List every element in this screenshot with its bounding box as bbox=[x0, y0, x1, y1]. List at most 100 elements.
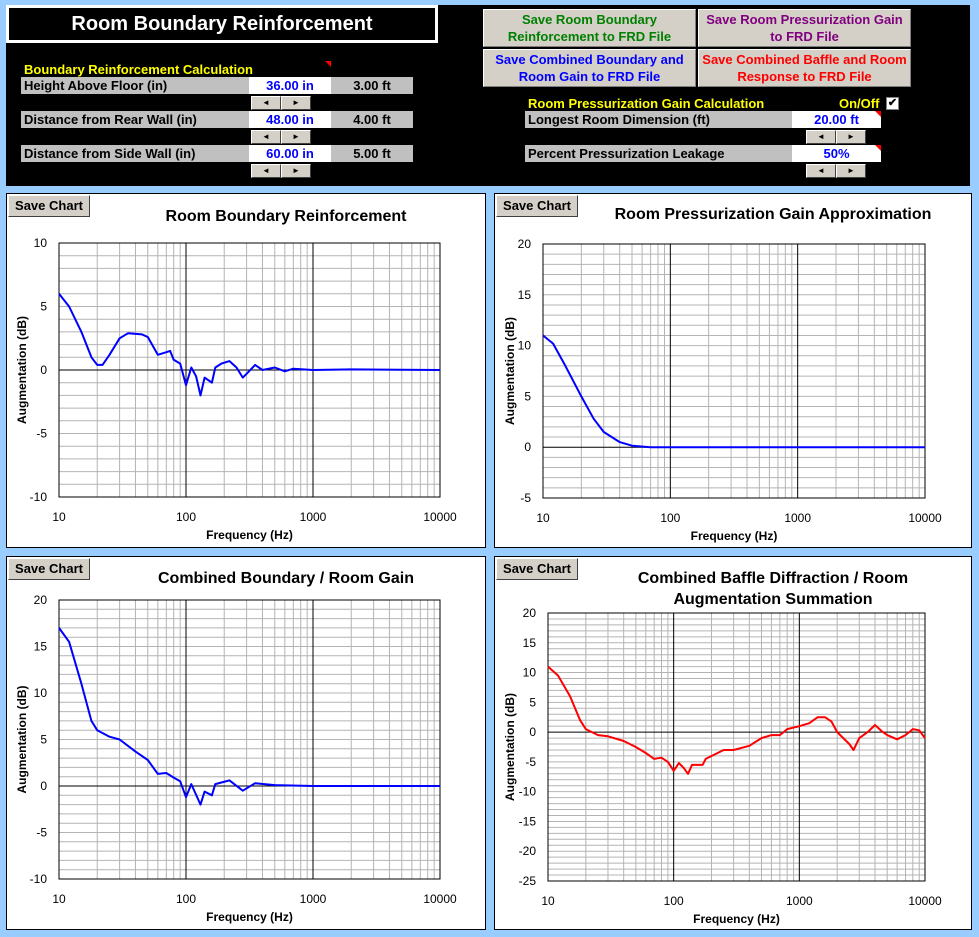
chart-plot: -10 -5 0 5 10 15 20 10 100 1000 10000 Frequency (Hz… bbox=[15, 593, 457, 924]
side-wall-label: Distance from Side Wall (in) bbox=[21, 145, 249, 162]
y-tick-label: 10 bbox=[34, 236, 48, 250]
y-tick-label: -5 bbox=[525, 755, 536, 769]
spin-right-icon[interactable]: ► bbox=[281, 130, 311, 144]
rear-wall-label: Distance from Rear Wall (in) bbox=[21, 111, 249, 128]
y-axis-label: Augmentation (dB) bbox=[503, 317, 517, 425]
y-tick-label: -20 bbox=[519, 844, 537, 858]
chart-title: Room Boundary Reinforcement bbox=[165, 208, 407, 225]
x-axis-label: Frequency (Hz) bbox=[693, 912, 780, 926]
y-axis-label: Augmentation (dB) bbox=[15, 686, 29, 794]
rear-wall-spinner[interactable]: ◄ ► bbox=[251, 130, 311, 144]
x-tick-label: 100 bbox=[176, 510, 196, 524]
x-tick-label: 10 bbox=[536, 511, 550, 525]
side-wall-input[interactable]: 60.00 in bbox=[249, 145, 331, 162]
spin-left-icon[interactable]: ◄ bbox=[251, 130, 281, 144]
x-axis-label: Frequency (Hz) bbox=[691, 529, 778, 543]
x-tick-label: 10000 bbox=[423, 892, 457, 906]
y-tick-label: 20 bbox=[518, 237, 532, 251]
save-boundary-frd-button[interactable]: Save Room Boundary Reinforcement to FRD … bbox=[483, 9, 696, 47]
y-tick-label: 20 bbox=[523, 606, 537, 620]
leakage-label: Percent Pressurization Leakage bbox=[525, 145, 792, 162]
save-baffle-room-frd-button[interactable]: Save Combined Baffle and Room Response t… bbox=[698, 49, 911, 87]
y-tick-label: 5 bbox=[40, 733, 47, 747]
y-tick-label: -5 bbox=[520, 491, 531, 505]
x-tick-label: 100 bbox=[176, 892, 196, 906]
y-tick-label: 15 bbox=[34, 640, 48, 654]
y-tick-label: 0 bbox=[524, 440, 531, 454]
rear-wall-feet: 4.00 ft bbox=[331, 111, 413, 128]
x-tick-label: 100 bbox=[664, 894, 684, 908]
x-tick-label: 100 bbox=[660, 511, 680, 525]
x-tick-label: 1000 bbox=[784, 511, 811, 525]
save-chart-button[interactable]: Save Chart bbox=[8, 195, 90, 217]
x-axis-label: Frequency (Hz) bbox=[206, 528, 293, 542]
spin-right-icon[interactable]: ► bbox=[281, 164, 311, 178]
leakage-input[interactable]: 50% bbox=[792, 145, 881, 162]
side-wall-spinner[interactable]: ◄ ► bbox=[251, 164, 311, 178]
comment-indicator bbox=[875, 111, 881, 117]
boundary-section-label: Boundary Reinforcement Calculation bbox=[24, 62, 253, 77]
leakage-spinner[interactable]: ◄ ► bbox=[806, 164, 866, 178]
chart-plot: -25 -20 -15 -10 -5 0 5 10 15 20 10 100 1000 10000 Freq… bbox=[503, 606, 942, 926]
y-tick-label: 0 bbox=[529, 725, 536, 739]
y-tick-label: -10 bbox=[519, 785, 537, 799]
y-tick-label: -25 bbox=[519, 874, 537, 888]
spin-right-icon[interactable]: ► bbox=[281, 96, 311, 110]
comment-indicator bbox=[325, 61, 331, 67]
room-dimension-spinner[interactable]: ◄ ► bbox=[806, 130, 866, 144]
y-tick-label: 5 bbox=[524, 389, 531, 403]
chart-title: Room Pressurization Gain Approximation bbox=[614, 206, 932, 223]
series-line bbox=[58, 293, 441, 397]
chart-title: Combined Baffle Diffraction / Room Augmen… bbox=[585, 568, 961, 610]
x-tick-label: 10000 bbox=[423, 510, 457, 524]
comment-indicator bbox=[875, 145, 881, 151]
onoff-checkbox[interactable]: ✔ bbox=[886, 97, 899, 110]
chart-plot: -10 -5 0 5 10 10 100 1000 10000 Frequency (Hz) Aug… bbox=[15, 236, 457, 542]
x-tick-label: 10000 bbox=[908, 894, 942, 908]
y-tick-label: 5 bbox=[40, 300, 47, 314]
y-axis-label: Augmentation (dB) bbox=[503, 693, 517, 801]
spin-right-icon[interactable]: ► bbox=[836, 164, 866, 178]
baffle-room-chart: Save Chart Combined Baffle Diffraction / … bbox=[494, 556, 972, 930]
y-tick-label: -15 bbox=[519, 814, 537, 828]
chart-title: Combined Boundary / Room Gain bbox=[157, 570, 414, 587]
save-chart-button[interactable]: Save Chart bbox=[496, 195, 578, 217]
height-input[interactable]: 36.00 in bbox=[249, 77, 331, 94]
y-tick-label: 10 bbox=[518, 339, 532, 353]
y-tick-label: 10 bbox=[34, 686, 48, 700]
rear-wall-input[interactable]: 48.00 in bbox=[249, 111, 331, 128]
chart-title-line: Augmentation Summation bbox=[673, 591, 873, 608]
height-label: Height Above Floor (in) bbox=[21, 77, 249, 94]
y-tick-label: 0 bbox=[40, 779, 47, 793]
series-line bbox=[547, 665, 926, 775]
boundary-chart: Save Chart Room Boundary Reinforcement -10… bbox=[6, 193, 486, 548]
save-combined-gain-frd-button[interactable]: Save Combined Boundary and Room Gain to … bbox=[483, 49, 696, 87]
series-line bbox=[58, 627, 440, 806]
y-tick-label: 5 bbox=[529, 695, 536, 709]
save-pressurization-frd-button[interactable]: Save Room Pressurization Gain to FRD Fil… bbox=[698, 9, 911, 47]
x-tick-label: 10 bbox=[52, 892, 66, 906]
save-chart-button[interactable]: Save Chart bbox=[8, 558, 90, 580]
spin-left-icon[interactable]: ◄ bbox=[251, 96, 281, 110]
y-axis-label: Augmentation (dB) bbox=[15, 316, 29, 424]
spin-left-icon[interactable]: ◄ bbox=[806, 130, 836, 144]
spin-left-icon[interactable]: ◄ bbox=[251, 164, 281, 178]
x-tick-label: 10000 bbox=[908, 511, 942, 525]
x-tick-label: 10 bbox=[541, 894, 555, 908]
plot-frame bbox=[542, 243, 926, 499]
y-tick-label: 15 bbox=[518, 288, 532, 302]
room-dimension-label: Longest Room Dimension (ft) bbox=[525, 111, 792, 128]
x-tick-label: 1000 bbox=[300, 510, 327, 524]
combined-gain-chart: Save Chart Combined Boundary / Room Gain -… bbox=[6, 556, 486, 930]
x-axis-label: Frequency (Hz) bbox=[206, 910, 293, 924]
y-tick-label: 20 bbox=[34, 593, 48, 607]
y-tick-label: 15 bbox=[523, 636, 537, 650]
room-dimension-input[interactable]: 20.00 ft bbox=[792, 111, 881, 128]
spin-right-icon[interactable]: ► bbox=[836, 130, 866, 144]
save-chart-button[interactable]: Save Chart bbox=[496, 558, 578, 580]
x-tick-label: 10 bbox=[52, 510, 66, 524]
spin-left-icon[interactable]: ◄ bbox=[806, 164, 836, 178]
plot-frame bbox=[547, 612, 926, 882]
pressurization-chart: Save Chart Room Pressurization Gain Appro… bbox=[494, 193, 972, 548]
height-spinner[interactable]: ◄ ► bbox=[251, 96, 311, 110]
